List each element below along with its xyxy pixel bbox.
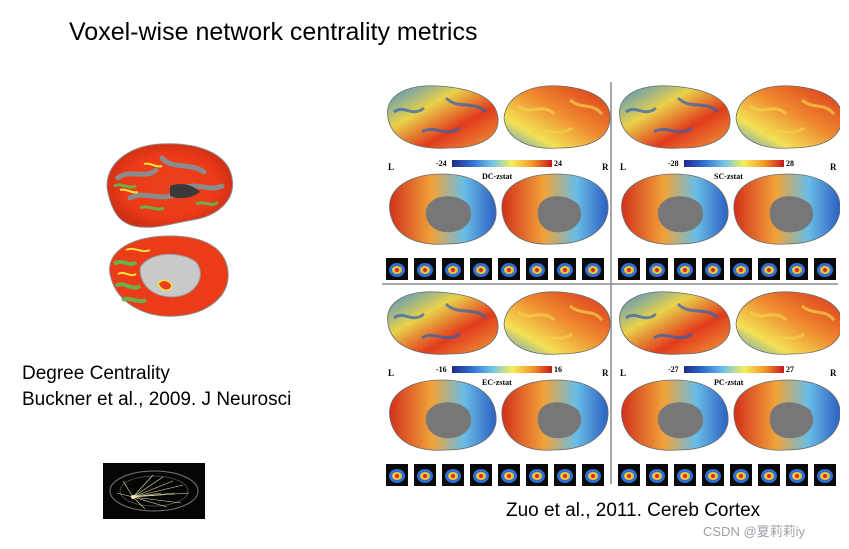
left-citation: Degree Centrality Buckner et al., 2009. …: [22, 361, 291, 413]
metric-label: EC-zstat: [482, 378, 512, 387]
lateral-brain-view: [106, 143, 234, 228]
hemisphere-left-label: L: [388, 368, 394, 378]
left-citation-line2: Buckner et al., 2009. J Neurosci: [22, 389, 292, 410]
colorbar-min-label: -27: [668, 365, 679, 374]
colorbar-min-label: -16: [436, 365, 447, 374]
panel-ec: L R -16 16 EC-zstat: [386, 292, 610, 486]
hemisphere-right-label: R: [602, 368, 609, 378]
right-citation: Zuo et al., 2011. Cereb Cortex: [506, 500, 761, 521]
hemisphere-right-label: R: [830, 368, 837, 378]
panel-pc: L R -27 27 PC-zstat: [618, 292, 840, 486]
hemisphere-left-label: L: [388, 162, 394, 172]
colorbar-max-label: 27: [786, 365, 794, 374]
colorbar-max-label: 24: [554, 159, 562, 168]
hemisphere-left-label: L: [620, 368, 626, 378]
panel-sc: L R -28 28 SC-zstat: [618, 86, 840, 280]
watermark: CSDN @夏莉莉iy: [703, 524, 806, 539]
colorbar-min-label: -24: [436, 159, 447, 168]
centrality-maps-figure: L R -24 24 DC-zstat L R -28 28 SC-zstat …: [382, 82, 840, 486]
colorbar-max-label: 16: [554, 365, 562, 374]
colorbar-max-label: 28: [786, 159, 794, 168]
network-graph-thumbnail: [103, 463, 205, 519]
hemisphere-left-label: L: [620, 162, 626, 172]
hemisphere-right-label: R: [602, 162, 609, 172]
left-citation-line1: Degree Centrality: [22, 363, 170, 384]
degree-centrality-brain-figure: [106, 143, 234, 317]
hemisphere-right-label: R: [830, 162, 837, 172]
panel-dc: L R -24 24 DC-zstat: [386, 86, 610, 280]
metric-label: DC-zstat: [482, 172, 513, 181]
metric-label: PC-zstat: [714, 378, 744, 387]
slide-title: Voxel-wise network centrality metrics: [69, 18, 478, 46]
colorbar-min-label: -28: [668, 159, 679, 168]
metric-label: SC-zstat: [714, 172, 743, 181]
medial-brain-view: [109, 235, 229, 317]
